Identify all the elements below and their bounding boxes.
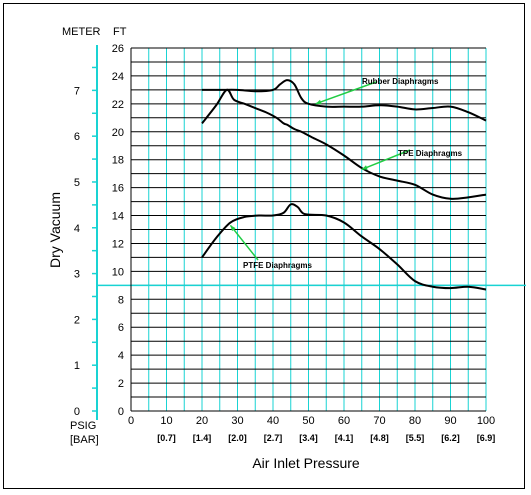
meter-tick-label: 7 [74,85,80,97]
psig-tick-label: 90 [444,415,456,427]
ft-tick-label: 6 [118,322,124,334]
ft-tick-label: 8 [118,294,124,306]
bar-tick-label: [4.8] [370,433,389,443]
annotation-arrow [315,81,377,105]
y-axis-title: Dry Vacuum [47,192,63,268]
annotation-arrowhead [315,99,322,105]
chart-frame [3,3,525,489]
meter-tick-label: 0 [74,406,80,418]
annotation-label: TPE Diaphragms [398,149,463,158]
ft-tick-label: 14 [112,211,124,223]
series-line-2 [201,203,487,291]
annotation-arrowhead [230,225,236,232]
ft-tick-label: 16 [112,183,124,195]
psig-tick-label: 40 [267,415,279,427]
ft-tick-label: 0 [118,406,124,418]
psig-tick-label: 0 [128,415,134,427]
bar-tick-label: [4.1] [335,433,354,443]
annotation-label: Rubber Diaphragms [362,77,439,86]
annotation-arrowhead [361,165,368,170]
bar-tick-label: [0.7] [157,433,176,443]
x-axis-title: Air Inlet Pressure [252,455,360,471]
ft-tick-label: 20 [112,127,124,139]
bar-unit-label: [BAR] [70,434,99,446]
bar-tick-label: [6.2] [441,433,460,443]
psig-tick-label: 80 [409,415,421,427]
bar-tick-label: [3.4] [299,433,318,443]
annotation-arrow [229,224,259,261]
psig-tick-label: 70 [373,415,385,427]
meter-tick-label: 5 [74,177,80,189]
axes [92,45,132,420]
ft-tick-label: 4 [118,350,124,362]
psig-tick-label: 10 [160,415,172,427]
grid [97,47,526,412]
bar-tick-label: [1.4] [193,433,212,443]
psig-tick-label: 60 [338,415,350,427]
psig-tick-label: 100 [477,415,495,427]
psig-tick-label: 20 [196,415,208,427]
psig-tick-label: 30 [231,415,243,427]
ft-tick-label: 26 [112,43,124,55]
psig-unit-label: PSIG [70,420,96,432]
ft-tick-label: 18 [112,155,124,167]
curves [201,79,487,291]
ft-tick-label: 10 [112,266,124,278]
psig-tick-label: 50 [302,415,314,427]
meter-tick-label: 3 [74,269,80,281]
ft-tick-label: 24 [112,71,124,83]
annotations: Rubber Diaphragms TPE Diaphragms PTFE Diap… [229,77,463,270]
bar-tick-label: [5.5] [406,433,425,443]
meter-tick-label: 6 [74,131,80,143]
annotation-arrow [361,149,411,171]
annotation-label: PTFE Diaphragms [243,261,312,270]
meter-unit-label: METER [62,26,101,38]
meter-tick-label: 2 [74,314,80,326]
ft-tick-label: 12 [112,238,124,250]
bar-tick-label: [6.9] [477,433,496,443]
series-line-0 [201,88,487,200]
ft-unit-label: FT [113,26,127,38]
meter-tick-label: 1 [74,360,80,372]
ft-tick-label: 2 [118,378,124,390]
meter-tick-label: 4 [74,223,80,235]
ft-tick-label: 22 [112,99,124,111]
series-line-1 [201,79,487,122]
bar-tick-label: [2.7] [264,433,283,443]
bar-tick-label: [2.0] [228,433,247,443]
